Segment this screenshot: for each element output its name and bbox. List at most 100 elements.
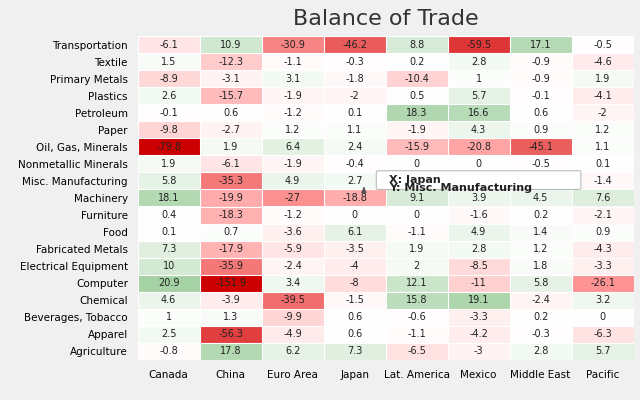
Text: 1.5: 1.5 [161,56,176,66]
Text: -18.3: -18.3 [218,210,243,220]
Text: -20.8: -20.8 [466,142,491,152]
Text: -56.3: -56.3 [218,330,243,340]
Text: -5.9: -5.9 [283,244,302,254]
Text: 17.8: 17.8 [220,346,241,356]
Text: 4.5: 4.5 [533,193,548,203]
Text: 1.2: 1.2 [533,244,548,254]
Text: 1.4: 1.4 [533,227,548,237]
Text: -15.9: -15.9 [404,142,429,152]
Text: -1.9: -1.9 [284,159,302,169]
Text: 2.6: 2.6 [161,91,176,101]
Text: 1.9: 1.9 [223,142,238,152]
Text: -35.3: -35.3 [218,176,243,186]
Text: -0.3: -0.3 [531,330,550,340]
Text: -4.9: -4.9 [284,330,302,340]
Text: -19.9: -19.9 [218,193,243,203]
Text: 19.1: 19.1 [468,295,490,305]
Text: -1.1: -1.1 [407,330,426,340]
Text: 0: 0 [413,210,420,220]
Text: -0.5: -0.5 [531,159,550,169]
Text: 1.2: 1.2 [285,125,300,135]
Text: 17.1: 17.1 [530,40,551,50]
Text: -35.9: -35.9 [218,261,243,271]
Text: 0.1: 0.1 [595,159,610,169]
Text: -1.2: -1.2 [283,108,302,118]
Text: 2: 2 [413,261,420,271]
Text: 5.7: 5.7 [595,346,611,356]
Text: 20.9: 20.9 [158,278,179,288]
Text: -10.4: -10.4 [404,74,429,84]
Text: 0.2: 0.2 [409,56,424,66]
Text: 12.1: 12.1 [406,278,428,288]
Text: 10: 10 [163,261,175,271]
Text: -9.8: -9.8 [159,125,178,135]
Text: 1.9: 1.9 [161,159,176,169]
Text: 0.1: 0.1 [347,108,362,118]
Text: 3.1: 3.1 [285,74,300,84]
Text: -27: -27 [285,193,301,203]
Text: 7.3: 7.3 [161,244,176,254]
Text: -6.3: -6.3 [593,330,612,340]
Text: 6.2: 6.2 [285,346,300,356]
Text: -2.1: -2.1 [593,210,612,220]
Text: -4.1: -4.1 [593,91,612,101]
Text: -18.8: -18.8 [342,193,367,203]
Text: -15.7: -15.7 [218,91,243,101]
Text: -26.1: -26.1 [590,278,615,288]
FancyBboxPatch shape [376,171,581,190]
Text: -8: -8 [350,278,360,288]
Text: -3.5: -3.5 [345,244,364,254]
Text: -151.9: -151.9 [215,278,246,288]
Text: -0.6: -0.6 [407,312,426,322]
Text: -2.4: -2.4 [531,295,550,305]
Text: 1.9: 1.9 [409,244,424,254]
Text: 5.8: 5.8 [161,176,176,186]
Text: -1.2: -1.2 [283,210,302,220]
Text: 1.2: 1.2 [595,125,611,135]
Title: Balance of Trade: Balance of Trade [292,9,479,29]
Text: -1.5: -1.5 [531,176,550,186]
Text: -46.2: -46.2 [342,40,367,50]
Text: 1: 1 [166,312,172,322]
Text: -17.9: -17.9 [218,244,243,254]
Text: -6.5: -6.5 [407,346,426,356]
Text: 6.4: 6.4 [285,142,300,152]
Text: 0.7: 0.7 [223,227,238,237]
Text: 0.1: 0.1 [161,227,176,237]
Text: -0.9: -0.9 [531,74,550,84]
Text: -1.1: -1.1 [284,56,302,66]
Text: -1.9: -1.9 [284,91,302,101]
Text: -0.3: -0.3 [345,56,364,66]
Text: -0.1: -0.1 [531,91,550,101]
Text: -2.7: -2.7 [221,125,240,135]
Text: -1.1: -1.1 [407,227,426,237]
Text: -12.3: -12.3 [218,56,243,66]
Text: -79.8: -79.8 [156,142,181,152]
Text: -3: -3 [474,346,483,356]
Text: 2.4: 2.4 [347,142,362,152]
Text: -45.1: -45.1 [528,142,553,152]
Text: -0.1: -0.1 [159,108,178,118]
Text: 4.9: 4.9 [285,176,300,186]
Text: 1.8: 1.8 [533,261,548,271]
Text: 2.8: 2.8 [471,244,486,254]
Text: 0: 0 [351,210,358,220]
Text: -0.5: -0.5 [593,40,612,50]
Text: 0.9: 0.9 [595,227,610,237]
Text: -3.3: -3.3 [593,261,612,271]
Text: -1.9: -1.9 [407,125,426,135]
Text: -0.8: -0.8 [159,346,178,356]
Text: 0.6: 0.6 [223,108,238,118]
Text: 15.8: 15.8 [406,295,428,305]
Text: 2.7: 2.7 [347,176,362,186]
Text: -9.9: -9.9 [284,312,302,322]
Text: -0.4: -0.4 [345,159,364,169]
Text: -2: -2 [349,91,360,101]
Text: -8.5: -8.5 [469,261,488,271]
Text: 18.3: 18.3 [406,108,428,118]
Text: 0: 0 [413,176,420,186]
Text: 2.8: 2.8 [471,56,486,66]
Text: -6.1: -6.1 [221,159,240,169]
Text: -59.5: -59.5 [466,40,491,50]
Text: -4.2: -4.2 [469,330,488,340]
